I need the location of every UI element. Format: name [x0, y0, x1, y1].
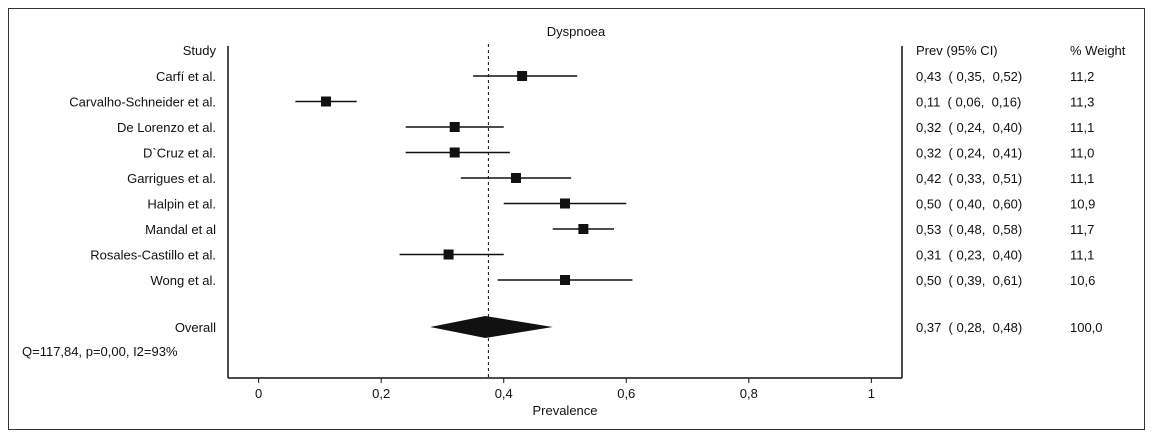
x-tick-label: 0,2: [372, 386, 390, 401]
x-tick-label: 0,4: [495, 386, 513, 401]
study-ci-text: 0,43 ( 0,35, 0,52): [916, 69, 1022, 84]
x-tick-label: 0,8: [740, 386, 758, 401]
study-label: Carvalho-Schneider et al.: [69, 95, 216, 110]
axes: 0 0,2 0,4 0,6 0,8 1: [227, 44, 903, 401]
study-label: Garrigues et al.: [127, 171, 216, 186]
study-weight: 11,0: [1070, 146, 1094, 161]
overall-diamond: [430, 316, 553, 338]
study-weight: 11,1: [1070, 120, 1094, 135]
overall-label: Overall: [175, 320, 216, 335]
overall-ci-text: 0,37 ( 0,28, 0,48): [916, 320, 1022, 335]
point-estimate-marker: [560, 275, 570, 285]
study-label: D`Cruz et al.: [143, 146, 216, 161]
study-ci-text: 0,50 ( 0,40, 0,60): [916, 197, 1022, 212]
study-ci-text: 0,53 ( 0,48, 0,58): [916, 222, 1022, 237]
study-weight: 11,1: [1070, 171, 1094, 186]
study-ci-text: 0,31 ( 0,23, 0,40): [916, 248, 1022, 263]
point-estimate-marker: [578, 224, 589, 234]
study-weight: 11,3: [1070, 95, 1094, 110]
study-label: Wong et al.: [150, 273, 216, 288]
x-tick-label: 0,6: [617, 386, 635, 401]
study-label: Carfí et al.: [156, 69, 216, 84]
x-tick-label: 0: [255, 386, 262, 401]
study-weight: 10,6: [1070, 273, 1095, 288]
x-tick-label: 1: [868, 386, 875, 401]
study-weight: 10,9: [1070, 197, 1095, 212]
study-label: Mandal et al: [145, 222, 216, 237]
study-ci-text: 0,32 ( 0,24, 0,40): [916, 120, 1022, 135]
point-estimate-marker: [449, 122, 460, 132]
prev-column-header: Prev (95% CI): [916, 43, 998, 58]
study-label: De Lorenzo et al.: [117, 120, 216, 135]
study-weight: 11,2: [1070, 69, 1094, 84]
point-estimate-marker: [510, 173, 521, 183]
study-column-header: Study: [183, 43, 217, 58]
x-axis-label: Prevalence: [532, 403, 597, 418]
study-rows: Carfí et al. 0,43 ( 0,35, 0,52) 11,2 Carval…: [69, 69, 1095, 338]
study-ci-text: 0,42 ( 0,33, 0,51): [916, 171, 1022, 186]
study-weight: 11,1: [1070, 248, 1094, 263]
heterogeneity-stat: Q=117,84, p=0,00, I2=93%: [22, 344, 178, 359]
study-ci-text: 0,32 ( 0,24, 0,41): [916, 146, 1022, 161]
point-estimate-marker: [443, 249, 454, 260]
chart-frame: [8, 8, 1145, 430]
weight-column-header: % Weight: [1070, 43, 1126, 58]
chart-title: Dyspnoea: [547, 24, 606, 39]
overall-weight: 100,0: [1070, 320, 1103, 335]
point-estimate-marker: [321, 96, 332, 107]
study-ci-text: 0,50 ( 0,39, 0,61): [916, 273, 1022, 288]
study-ci-text: 0,11 ( 0,06, 0,16): [916, 95, 1021, 110]
study-label: Halpin et al.: [147, 197, 216, 212]
study-weight: 11,7: [1070, 222, 1094, 237]
point-estimate-marker: [517, 71, 528, 81]
study-label: Rosales-Castillo et al.: [90, 248, 216, 263]
point-estimate-marker: [560, 198, 570, 209]
point-estimate-marker: [449, 147, 460, 158]
